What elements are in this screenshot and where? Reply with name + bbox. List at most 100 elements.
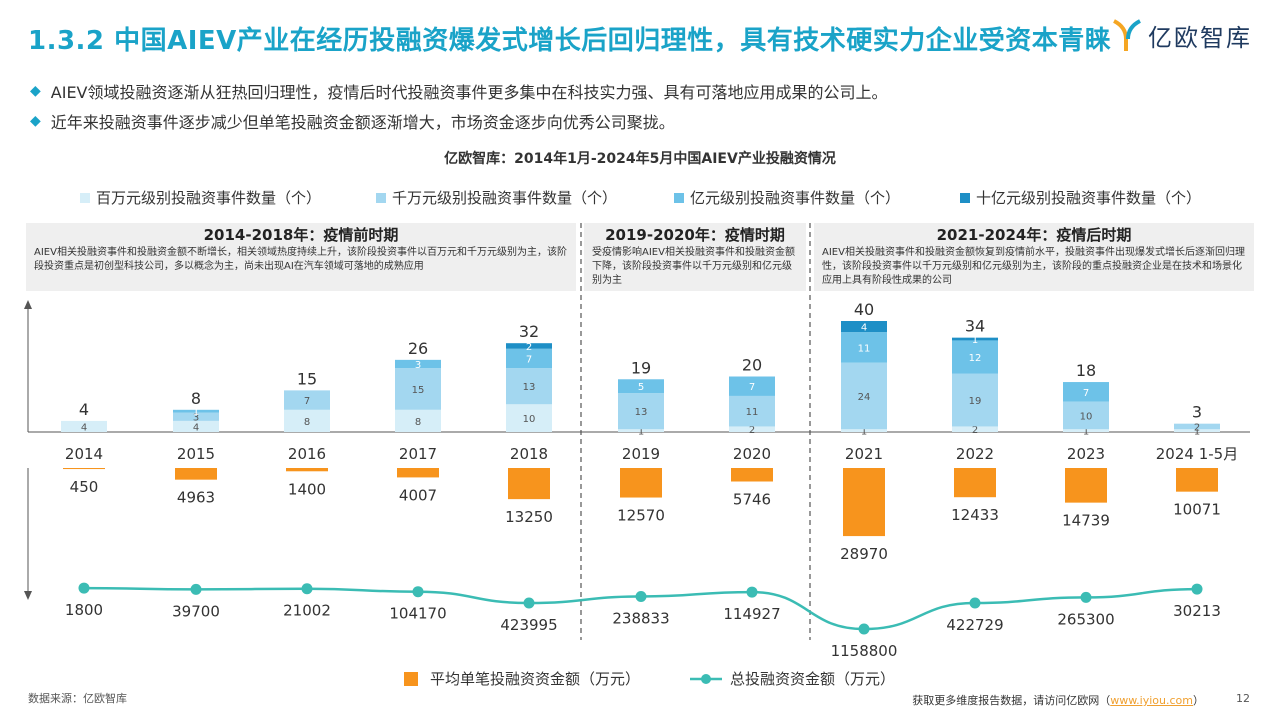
period-heading: 2014-2018年：疫情前时期: [203, 226, 399, 244]
total-amount-label: 1800: [65, 601, 103, 619]
bar-segment: [618, 429, 664, 432]
bullet-item: ◆ AIEV领域投融资逐渐从狂热回归理性，疫情后时代投融资事件更多集中在科技实力…: [30, 76, 888, 106]
period-box-postpandemic: 2021-2024年：疫情后时期 AIEV相关投融资事件和投融资金额恢复到疫情前…: [814, 223, 1254, 291]
bar-segment: [173, 409, 219, 413]
avg-value-label: 10071: [1173, 501, 1221, 519]
period-description: AIEV相关投融资事件和投融资金额恢复到疫情前水平，投融资事件出现爆发式增长后逐…: [822, 247, 1245, 286]
avg-value-label: 1400: [288, 480, 326, 498]
bullet-item: ◆ 近年来投融资事件逐步减少但单笔投融资金额逐渐增大，市场资金逐步向优秀公司聚拢…: [30, 106, 888, 136]
period-description: AIEV相关投融资事件和投融资金额不断增长，相关领域热度持续上升，该阶段投资事件…: [34, 247, 567, 272]
segment-label: 15: [412, 385, 425, 396]
legend-swatch: [376, 192, 386, 203]
avg-bar: [397, 468, 439, 478]
bar-segment: [61, 420, 107, 432]
line-point: [635, 590, 647, 602]
avg-bar: [63, 468, 105, 470]
bar-segment: [506, 343, 552, 349]
period-heading: 2019-2020年：疫情时期: [605, 226, 785, 244]
legend-label: 十亿元级别投融资事件数量（个）: [976, 189, 1202, 207]
arrow-down-icon: [24, 591, 32, 600]
bar-segment: [841, 429, 887, 432]
x-tick-label: 2015: [177, 445, 215, 463]
avg-bar: [954, 468, 996, 498]
page-title: 1.3.2 中国AIEV产业在经历投融资爆发式增长后回归理性，具有技术硬实力企业…: [28, 26, 1112, 56]
avg-bar: [843, 468, 885, 537]
footer-text-end: ）: [1193, 694, 1204, 707]
period-heading: 2021-2024年：疫情后时期: [936, 226, 1132, 244]
avg-value-label: 450: [70, 478, 99, 496]
bar-segment: [729, 395, 775, 427]
bar-segment: [395, 368, 441, 410]
total-amount-label: 39700: [172, 602, 220, 620]
total-amount-label: 1158800: [831, 642, 898, 660]
bar-segment: [284, 390, 330, 410]
segment-label: 8: [304, 417, 310, 428]
bar-segment: [506, 404, 552, 432]
line-point: [1191, 583, 1203, 595]
line-point: [301, 583, 313, 595]
bar-segment: [173, 412, 219, 421]
bullet-list: ◆ AIEV领域投融资逐渐从狂热回归理性，疫情后时代投融资事件更多集中在科技实力…: [30, 76, 888, 136]
bar-segment: [952, 340, 998, 374]
bar-segment: [506, 348, 552, 369]
legend-item-hundredmillion: 亿元级别投融资事件数量（个）: [674, 187, 900, 208]
line-point: [523, 597, 535, 609]
bar-segment: [395, 409, 441, 432]
legend-swatch: [80, 192, 90, 203]
bar-segment: [395, 359, 441, 369]
total-amount-label: 423995: [500, 616, 557, 634]
total-count-label: 32: [519, 322, 539, 341]
bar-segment: [1063, 401, 1109, 430]
avg-value-label: 5746: [733, 491, 771, 509]
total-count-label: 34: [965, 317, 985, 336]
total-count-label: 26: [408, 339, 428, 358]
bar-segment: [1063, 429, 1109, 432]
bar-segment: [729, 426, 775, 432]
segment-label: 4: [861, 323, 867, 334]
x-tick-label: 2019: [622, 445, 660, 463]
segment-label: 13: [635, 407, 648, 418]
avg-bar: [175, 468, 217, 480]
segment-label: 10: [1080, 411, 1093, 422]
avg-value-label: 12433: [951, 506, 999, 524]
diamond-icon: ◆: [30, 83, 41, 99]
footer-link[interactable]: www.iyiou.com: [1110, 694, 1193, 707]
total-amount-label: 21002: [283, 602, 331, 620]
segment-label: 2: [972, 425, 978, 436]
x-tick-label: 2016: [288, 445, 326, 463]
footer-text: 获取更多维度报告数据，请访问亿欧网（: [912, 694, 1111, 707]
x-tick-label: 2017: [399, 445, 437, 463]
bar-segment: [284, 409, 330, 432]
segment-label: 7: [304, 396, 310, 407]
legend-label: 千万元级别投融资事件数量（个）: [392, 189, 618, 207]
avg-value-label: 14739: [1062, 512, 1110, 530]
segment-label: 1: [638, 427, 644, 438]
segment-label: 4: [193, 422, 199, 433]
x-tick-label: 2018: [510, 445, 548, 463]
arrow-up-icon: [24, 300, 32, 309]
avg-bar: [731, 468, 773, 482]
segment-label: 11: [746, 407, 759, 418]
total-amount-label: 238833: [612, 609, 669, 627]
diamond-icon: ◆: [30, 113, 41, 129]
legend-item-tenmillion: 千万元级别投融资事件数量（个）: [376, 187, 617, 208]
segment-label: 13: [523, 382, 536, 393]
data-source: 数据来源：亿欧智库: [28, 692, 127, 705]
avg-bar: [1065, 468, 1107, 503]
bar-segment: [841, 362, 887, 430]
line-point: [746, 586, 758, 598]
total-count-label: 3: [1192, 403, 1202, 422]
legend-label: 亿元级别投融资事件数量（个）: [690, 189, 901, 207]
segment-label: 8: [415, 417, 421, 428]
line-point: [1080, 591, 1092, 603]
total-amount-label: 114927: [723, 605, 780, 623]
bar-segment: [1174, 429, 1220, 432]
segment-label: 3: [193, 413, 199, 424]
page-number: 12: [1236, 692, 1250, 705]
bar-segment: [729, 376, 775, 396]
avg-bar: [620, 468, 662, 498]
bar-segment: [841, 332, 887, 363]
segment-label: 12: [969, 353, 982, 364]
x-tick-label: 2024 1-5月: [1156, 445, 1238, 463]
segment-label: 4: [81, 422, 87, 433]
